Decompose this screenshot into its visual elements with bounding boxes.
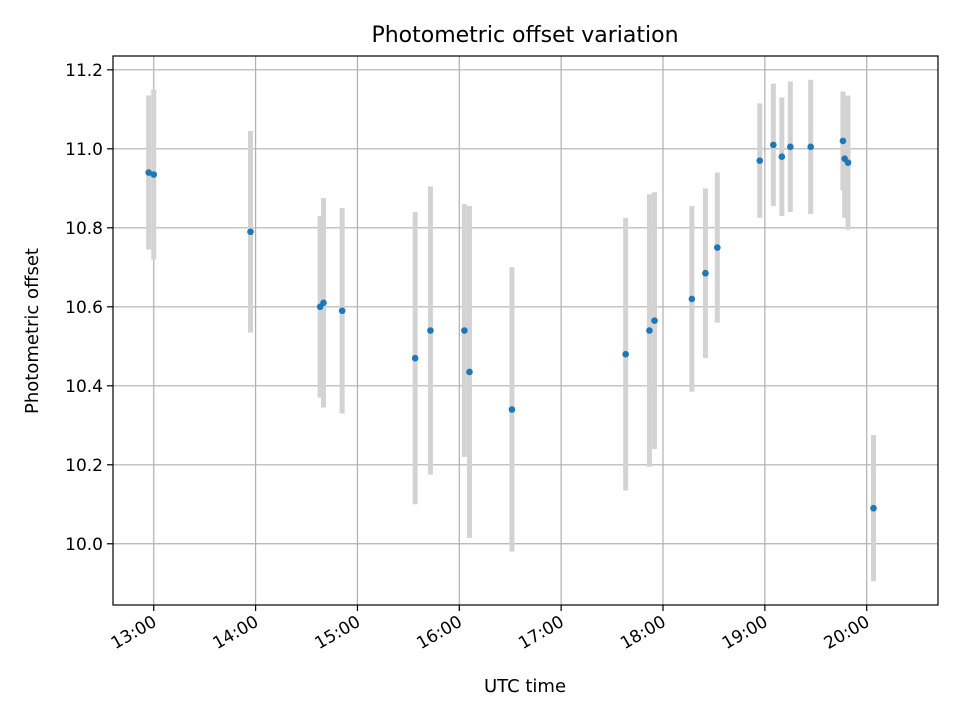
data-point (807, 143, 814, 151)
data-point (622, 350, 629, 358)
data-point (145, 169, 152, 176)
y-tick-label: 10.4 (65, 377, 103, 397)
data-point (427, 327, 434, 334)
data-point (411, 354, 419, 362)
y-tick-label: 10.2 (65, 456, 103, 476)
y-axis-ticks: 10.0 10.2 10.4 10.6 10.8 11.0 11.2 (65, 61, 113, 555)
data-point (714, 244, 721, 251)
data-point (320, 299, 327, 307)
y-tick-label: 11.2 (65, 61, 103, 81)
data-point (508, 406, 516, 413)
x-axis-label: UTC time (484, 676, 566, 697)
data-point (839, 137, 847, 145)
data-point (844, 159, 852, 166)
data-point (466, 368, 473, 376)
chart-title: Photometric offset variation (371, 23, 678, 48)
data-point (756, 157, 764, 164)
data-point (778, 153, 786, 161)
data-point (461, 327, 468, 334)
data-point (338, 307, 346, 315)
data-point (688, 295, 696, 303)
data-point (651, 317, 658, 324)
data-point (247, 228, 254, 236)
data-point (870, 504, 877, 512)
y-tick-label: 11.0 (65, 140, 103, 160)
data-point (770, 141, 777, 149)
y-tick-label: 10.6 (65, 298, 103, 318)
data-point (787, 143, 794, 151)
data-point (702, 269, 709, 277)
data-point (646, 327, 653, 334)
y-axis-label: Photometric offset (22, 248, 43, 414)
y-tick-label: 10.8 (65, 219, 103, 239)
data-point (150, 171, 158, 178)
axes-frame (112, 55, 939, 606)
y-tick-label: 10.0 (65, 535, 103, 555)
data-points (145, 137, 877, 512)
